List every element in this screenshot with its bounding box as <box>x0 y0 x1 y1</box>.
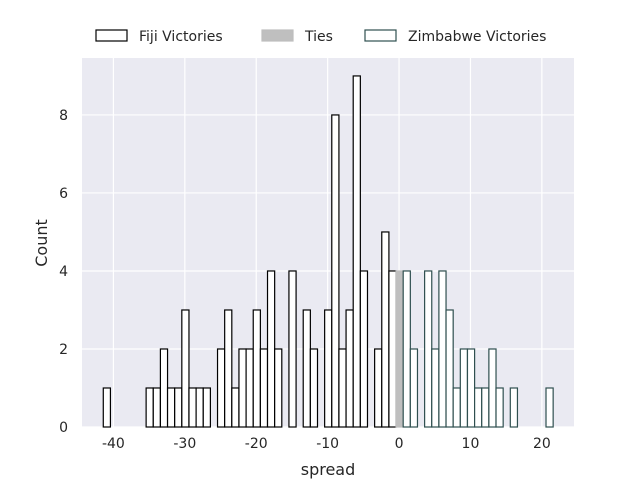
histogram-bar <box>224 309 233 428</box>
histogram-bar <box>152 387 162 428</box>
histogram-bar <box>374 348 383 428</box>
x-tick-label: 20 <box>533 436 551 452</box>
histogram-bar <box>159 348 169 428</box>
histogram-bar <box>274 348 283 428</box>
histogram-bar <box>345 309 354 428</box>
x-tick-label: -20 <box>245 436 268 452</box>
legend-swatch <box>95 29 128 42</box>
histogram-bar <box>202 387 211 428</box>
histogram-bar <box>252 309 261 428</box>
histogram-bar <box>488 348 497 428</box>
histogram-bar <box>188 387 197 428</box>
histogram-bar <box>195 387 204 428</box>
histogram-bar <box>145 387 154 428</box>
histogram-bar <box>302 309 311 428</box>
histogram-bar <box>324 309 333 428</box>
x-axis-label: spread <box>301 460 356 479</box>
y-tick-label: 8 <box>59 108 68 124</box>
y-tick-label: 6 <box>59 186 68 202</box>
histogram-bar <box>102 387 112 428</box>
x-tick-labels: -40 -30 -20 -10 0 10 20 <box>102 436 551 452</box>
histogram-bar <box>174 387 183 428</box>
histogram-bar <box>402 270 411 428</box>
x-tick-label: -40 <box>102 436 125 452</box>
y-tick-label: 2 <box>59 342 68 358</box>
histogram-bar <box>181 309 190 428</box>
histogram-bar <box>545 387 554 428</box>
x-tick-label: -30 <box>173 436 196 452</box>
histogram-bar <box>474 387 483 428</box>
histogram-bar <box>445 309 454 428</box>
histogram-bar <box>288 270 297 428</box>
histogram-bar <box>331 114 340 428</box>
x-tick-label: 0 <box>395 436 404 452</box>
histogram-bar <box>395 270 404 428</box>
histogram-bar <box>509 387 519 428</box>
histogram-bar <box>381 231 390 428</box>
histogram-bar <box>495 387 504 428</box>
histogram-bar <box>259 348 269 428</box>
legend-swatch <box>364 29 397 42</box>
histogram-bar <box>245 348 254 428</box>
bars <box>102 75 554 428</box>
histogram-bar <box>409 348 419 428</box>
y-tick-label: 0 <box>59 420 68 436</box>
histogram-bar <box>388 270 397 428</box>
histogram-bar <box>466 348 476 428</box>
histogram-bar <box>424 270 433 428</box>
histogram-bar <box>359 270 369 428</box>
y-tick-label: 4 <box>59 264 68 280</box>
x-tick-label: -10 <box>316 436 339 452</box>
histogram-bar <box>166 387 176 428</box>
legend-swatch <box>261 29 294 42</box>
histogram-bar <box>338 348 347 428</box>
histogram-bar <box>352 75 361 428</box>
histogram-bar <box>309 348 319 428</box>
legend-label: Ties <box>304 29 333 45</box>
histogram-bar <box>216 348 226 428</box>
y-axis-label: Count <box>32 219 51 267</box>
histogram-bar <box>481 387 490 428</box>
legend-label: Fiji Victories <box>139 29 223 45</box>
histogram-bar <box>438 270 447 428</box>
histogram-bar <box>452 387 461 428</box>
histogram-bar <box>431 348 440 428</box>
histogram-bar <box>459 348 469 428</box>
histogram-bar <box>238 348 247 428</box>
legend: Fiji Victories Ties Zimbabwe Victories <box>95 29 546 45</box>
y-tick-labels: 0 2 4 6 8 <box>59 108 68 436</box>
histogram-bar <box>266 270 276 428</box>
legend-label: Zimbabwe Victories <box>408 29 546 45</box>
x-tick-label: 10 <box>462 436 480 452</box>
histogram-bar <box>231 387 240 428</box>
